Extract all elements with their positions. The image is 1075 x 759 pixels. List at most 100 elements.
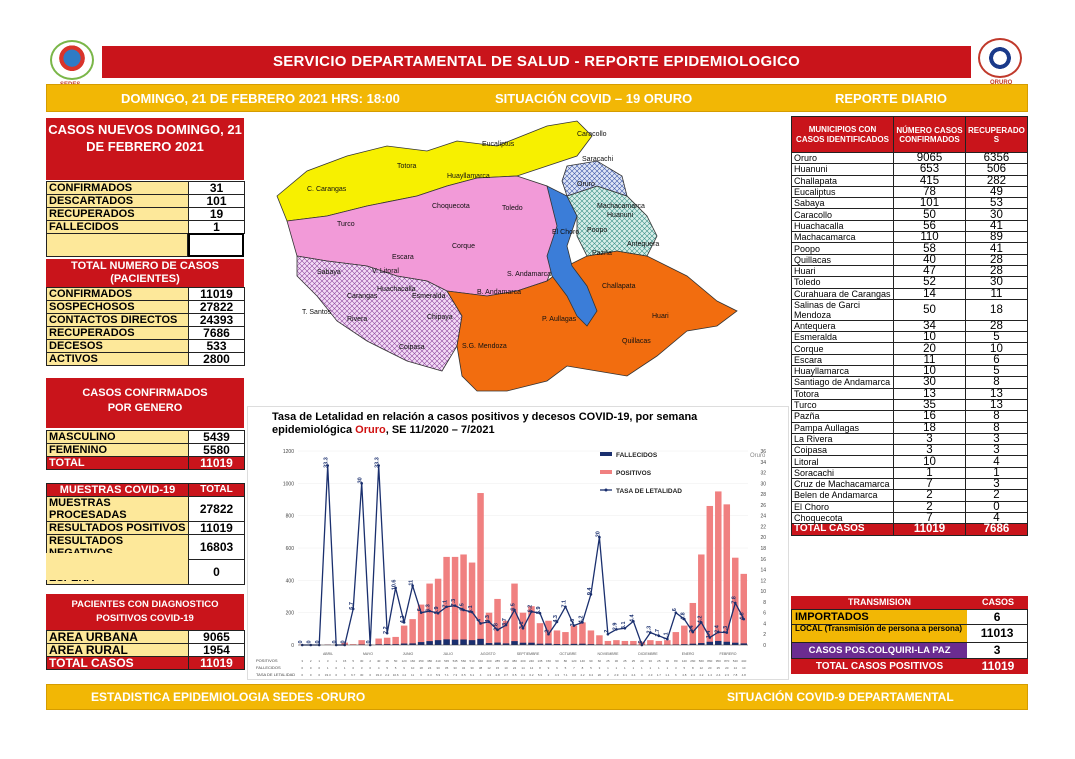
map-label: Machacamarca xyxy=(597,203,645,210)
chart-bar-fallecidos xyxy=(400,643,408,645)
chart-data-label: 0 xyxy=(366,640,372,643)
chart-table-cell: 0 xyxy=(318,673,320,677)
chart-point-tasa xyxy=(606,632,610,636)
municipio-confirmed: 18 xyxy=(893,421,966,434)
municipio-recovered: 506 xyxy=(965,163,1028,176)
chart-table-cell: 510 xyxy=(470,659,475,663)
chart-ytick-right: 8 xyxy=(763,600,766,606)
municipio-name: Toledo xyxy=(791,276,894,289)
map-svg: Caracollo Eucaliptus Saracachi Totora Huayll… xyxy=(276,120,738,392)
chart-table-cell: 35 xyxy=(445,666,449,670)
chart-table-cell: 20 xyxy=(640,659,644,663)
municipio-confirmed: 3 xyxy=(893,444,966,457)
municipio-confirmed: 50 xyxy=(893,208,966,221)
municipio-name: Belen de Andamarca xyxy=(791,489,894,502)
totals-value: 27822 xyxy=(188,300,245,314)
diagnosis-total-label: TOTAL CASOS xyxy=(46,656,189,670)
municipio-row: Soracachi 1 1 xyxy=(791,466,1028,480)
chart-data-label: 0 xyxy=(298,640,304,643)
transmission-cases-header: CASOS xyxy=(968,596,1028,609)
municipio-name: Machacamarca xyxy=(791,231,894,244)
colquiri-label: CASOS POS.COLQUIRI-LA PAZ xyxy=(792,643,968,658)
chart-bar-positivos xyxy=(409,619,416,645)
totals-row: RECUPERADOS 7686 xyxy=(46,326,245,340)
municipio-name: Corque xyxy=(791,342,894,355)
municipio-confirmed: 34 xyxy=(893,319,966,333)
chart-table-cell: 3 xyxy=(301,659,303,663)
chart-bar-positivos xyxy=(443,556,450,645)
samples-row: RESULTADOS POSITIVOS 11019 xyxy=(46,521,245,535)
municipio-row: Sabaya 101 53 xyxy=(791,197,1028,210)
oruro-logo-text: ORURO xyxy=(990,80,1013,86)
municipio-recovered: 28 xyxy=(965,264,1028,278)
chart-point-tasa xyxy=(708,636,712,639)
chart-row-label: FALLECIDOS xyxy=(256,665,281,670)
chart-table-cell: 1 xyxy=(650,666,652,670)
chart-data-label: 3.1 xyxy=(519,621,525,629)
map-label: P. Aullagas xyxy=(542,316,577,323)
municipio-name: Huari xyxy=(791,264,894,278)
chart-bar-positivos xyxy=(400,625,408,645)
chart-table-cell: 25 xyxy=(606,659,610,663)
municipio-recovered: 4 xyxy=(965,511,1028,525)
chart-ytick-left: 600 xyxy=(286,546,295,552)
chart-table-cell: 870 xyxy=(724,659,729,663)
municipio-confirmed: 50 xyxy=(893,298,966,321)
chart-table-cell: 545 xyxy=(453,659,458,663)
chart-bar-fallecidos xyxy=(409,643,416,645)
chart-bar-fallecidos xyxy=(698,643,705,645)
chart-data-label: 11 xyxy=(409,580,415,586)
chart-point-tasa xyxy=(716,630,720,634)
chart-bar-fallecidos xyxy=(434,640,442,645)
chart-bar-positivos xyxy=(434,578,442,645)
chart-point-tasa xyxy=(419,611,423,614)
chart-data-label: 10.6 xyxy=(392,580,398,591)
samples-title: MUESTRAS COVID-19 xyxy=(46,483,189,497)
new-cases-value: 31 xyxy=(188,181,245,195)
chart-table-cell: 3 xyxy=(599,666,601,670)
chart-data-label: 2.3 xyxy=(723,626,729,634)
chart-bar-positivos xyxy=(604,640,612,645)
chart-bar-fallecidos xyxy=(468,640,476,645)
municipio-row: Eucaliptus 78 49 xyxy=(791,185,1028,199)
diagnosis-value: 9065 xyxy=(188,630,245,644)
municipios-header-confirmed: NÚMERO CASOS CONFIRMADOS xyxy=(893,116,966,153)
municipio-name: Totora xyxy=(791,387,894,400)
chart-title-main: Tasa de Letalidad en relación a casos po… xyxy=(272,411,698,436)
chart-table-cell: 7.1 xyxy=(444,673,449,677)
gender-total-row: TOTAL 11019 xyxy=(46,456,245,470)
chart-point-tasa xyxy=(479,622,482,625)
municipios-total-confirmed: 11019 xyxy=(893,523,966,536)
municipio-row: El Choro 2 0 xyxy=(791,500,1028,513)
new-cases-table: CONFIRMADOS 31 DESCARTADOS 101 RECUPERADOS 19… xyxy=(46,181,245,234)
transmission-total-label: TOTAL CASOS POSITIVOS xyxy=(791,659,968,674)
chart-table-cell: 80 xyxy=(564,659,568,663)
municipio-confirmed: 2 xyxy=(893,489,966,502)
municipio-recovered: 11 xyxy=(965,287,1028,300)
municipio-recovered: 3 xyxy=(965,478,1028,491)
totals-row: CONFIRMADOS 11019 xyxy=(46,287,245,301)
municipio-recovered: 282 xyxy=(965,174,1028,187)
chart-month-label: JUNIO xyxy=(403,652,414,656)
chart-bar-fallecidos xyxy=(562,644,569,645)
chart-bar-positivos xyxy=(715,491,722,645)
new-cases-label: DESCARTADOS xyxy=(46,194,189,208)
local-value: 11013 xyxy=(980,626,1014,640)
chart-title-tail: , SE 11/2020 – 7/2021 xyxy=(385,424,495,436)
municipio-row: La Rivera 3 3 xyxy=(791,432,1028,446)
chart-data-label: 4.8 xyxy=(740,612,746,620)
chart-table-cell: 10.6 xyxy=(393,673,399,677)
chart-table-cell: 5 xyxy=(395,666,397,670)
chart-table-cell: 9 xyxy=(403,666,405,670)
chart-table-cell: 5 xyxy=(565,666,567,670)
municipio-recovered: 6 xyxy=(965,353,1028,367)
chart-table-cell: 24 xyxy=(428,666,432,670)
map-label: Sabaya xyxy=(317,269,341,276)
map-label: Eucaliptus xyxy=(482,141,515,148)
chart-table-cell: 545 xyxy=(444,659,449,663)
chart-table-cell: 1 xyxy=(327,666,329,670)
chart-bar-fallecidos xyxy=(519,642,527,645)
chart-table-cell: 14 xyxy=(530,666,534,670)
totals-label: RECUPERADOS xyxy=(46,326,189,340)
chart-table-cell: 80 xyxy=(674,659,678,663)
